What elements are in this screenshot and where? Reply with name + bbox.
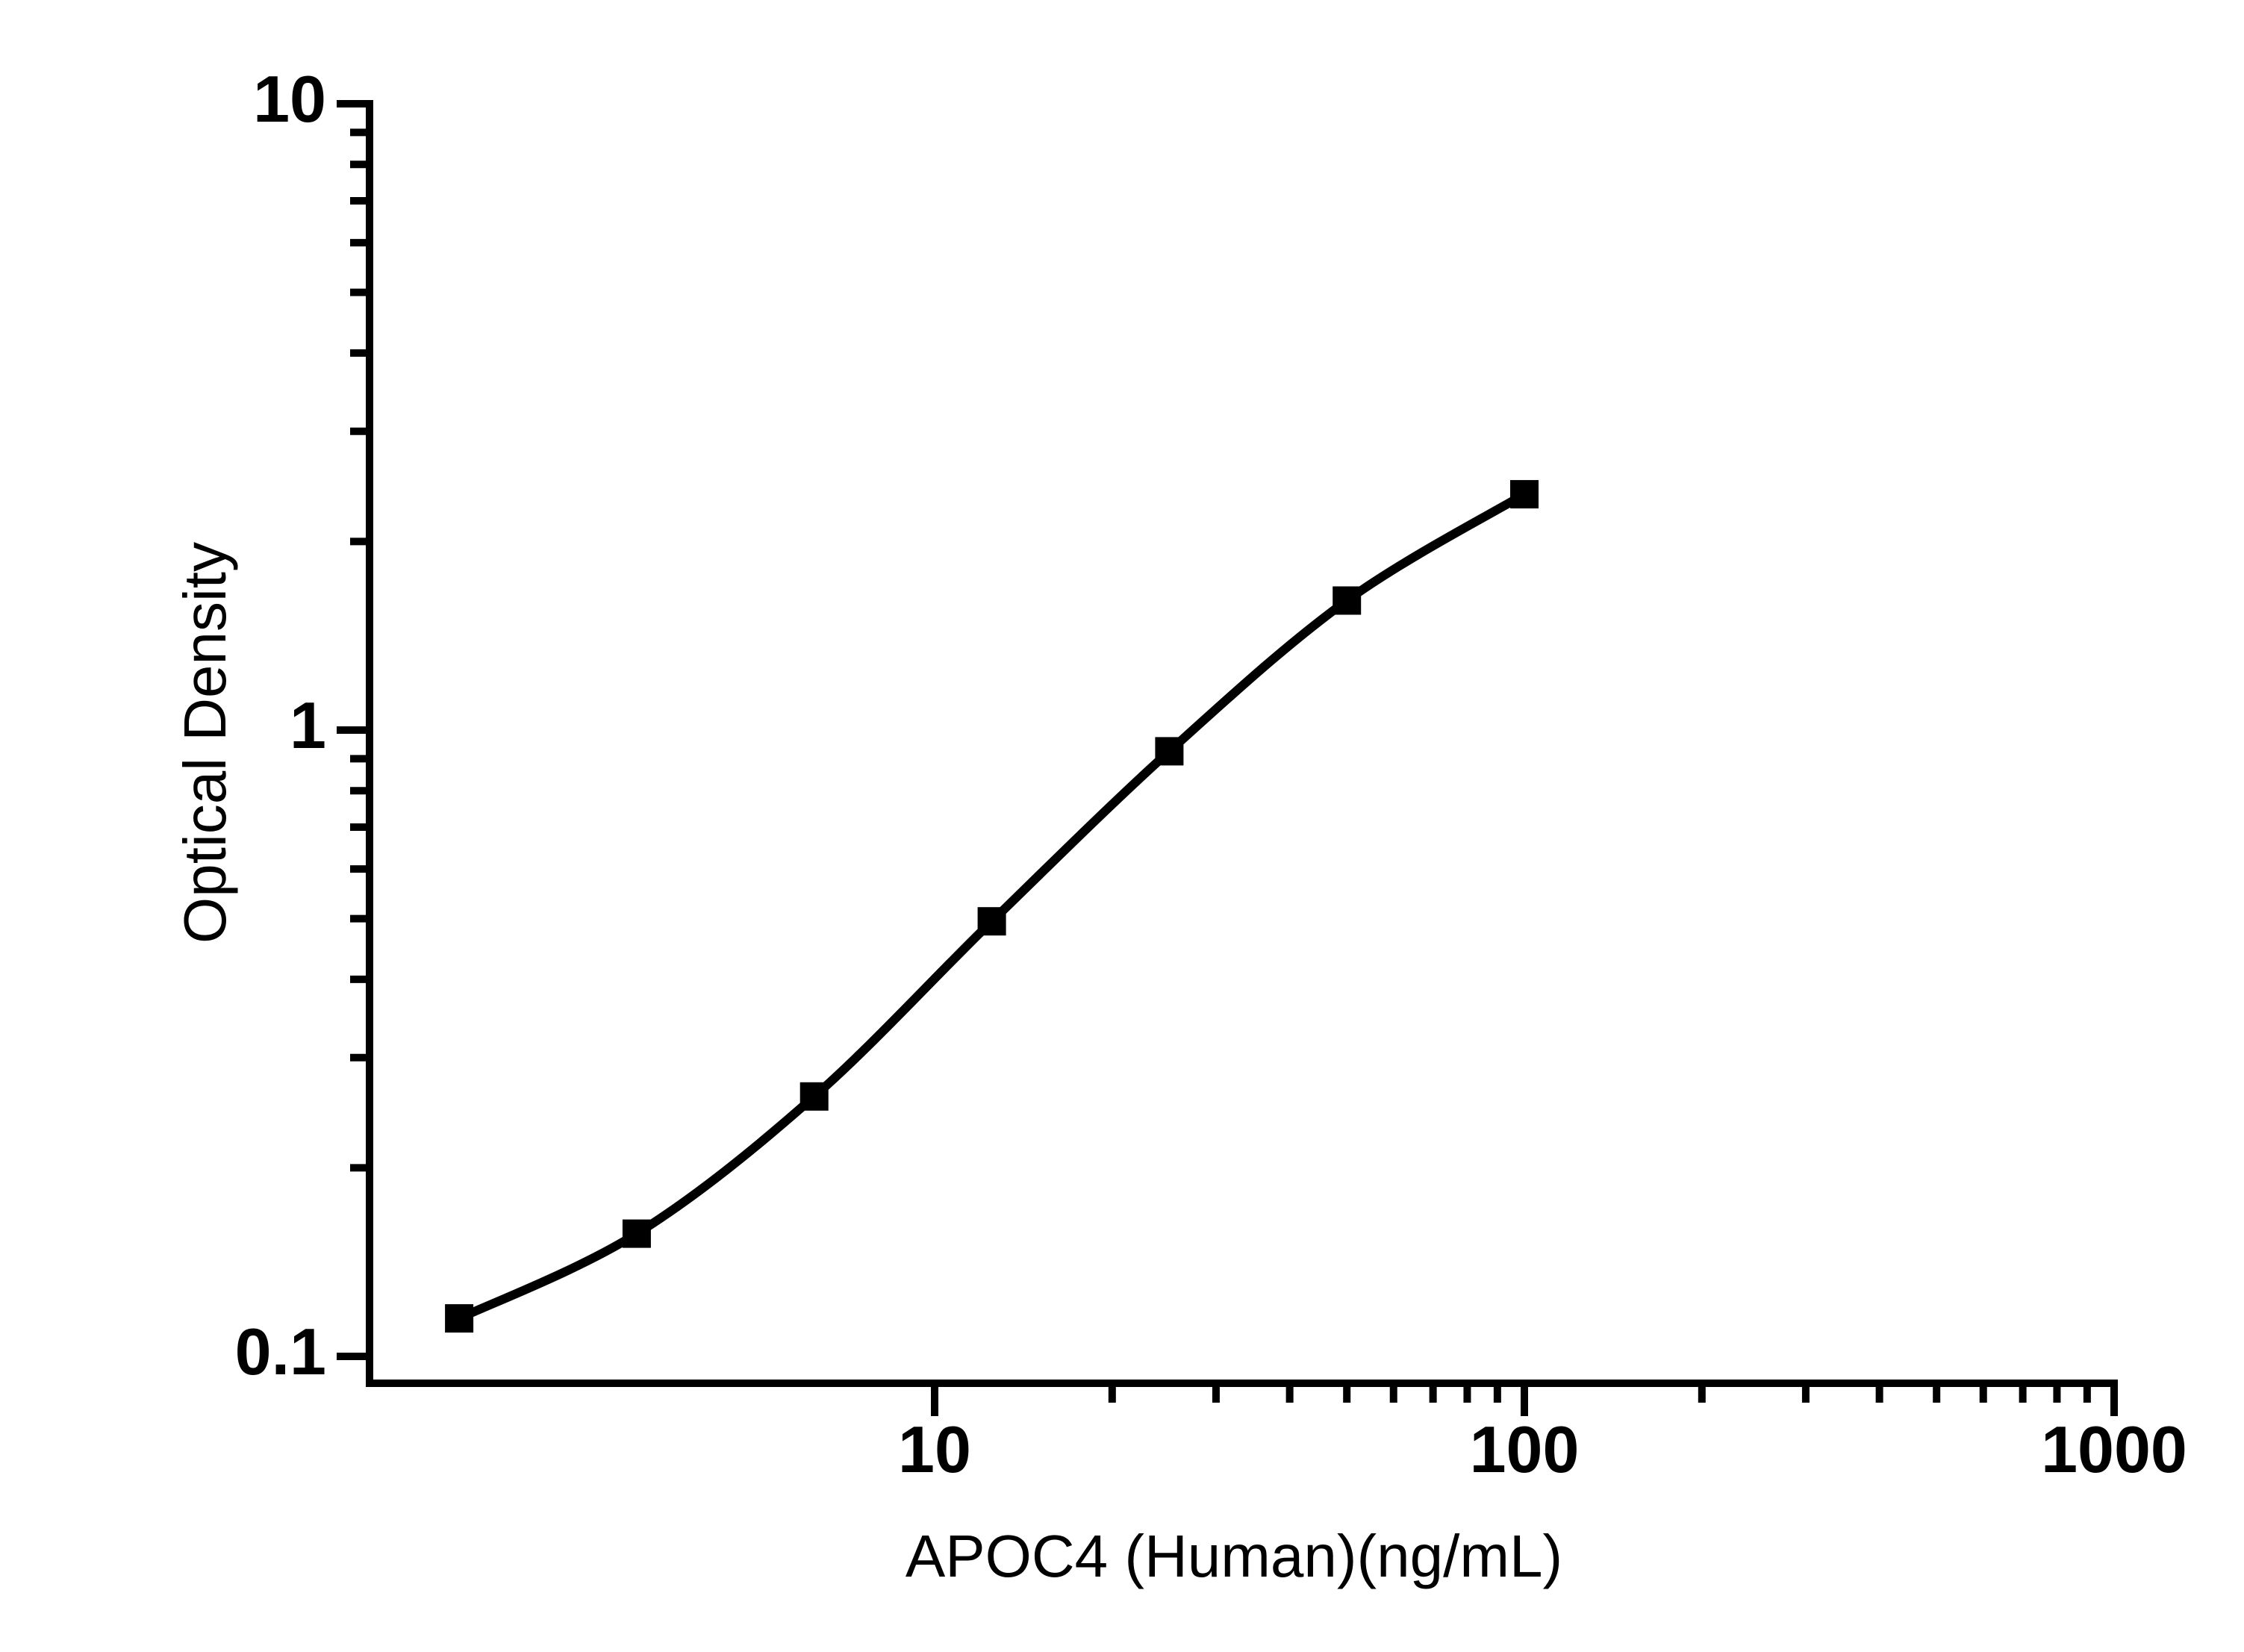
y-tick-label: 0.1	[235, 1315, 326, 1388]
x-tick-label: 100	[1470, 1412, 1580, 1486]
data-point-marker	[1510, 480, 1539, 509]
x-tick-label: 1000	[2041, 1412, 2187, 1486]
data-point-marker	[977, 907, 1006, 936]
axes-layer: 0.1 1 10 10 100 1000	[235, 62, 2187, 1486]
y-axis-title: Optical Density	[172, 542, 238, 944]
y-tick-label: 10	[253, 62, 326, 136]
data-series-layer	[445, 480, 1539, 1333]
data-point-marker	[1333, 586, 1362, 615]
data-point-marker	[622, 1219, 651, 1248]
x-tick-label: 10	[898, 1412, 971, 1486]
data-point-marker	[445, 1304, 474, 1333]
y-tick-label: 1	[290, 688, 326, 762]
data-point-marker	[800, 1082, 829, 1111]
data-point-marker	[1155, 737, 1184, 766]
x-axis-title: APOC4 (Human)(ng/mL)	[906, 1523, 1562, 1589]
